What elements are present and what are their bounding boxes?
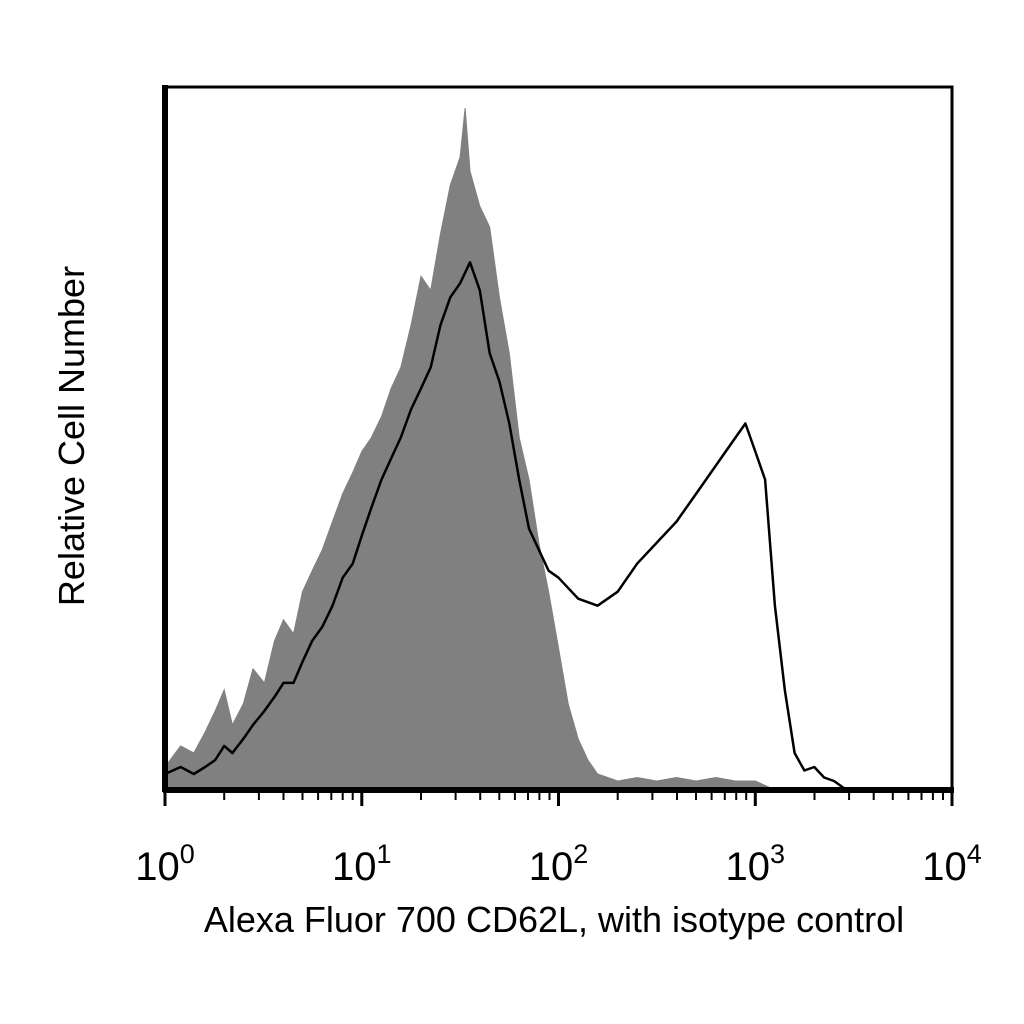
x-tick-label: 101 bbox=[332, 839, 392, 889]
plot-area bbox=[164, 107, 845, 790]
x-tick-label-exponent: 2 bbox=[573, 839, 588, 869]
isotype-control-histogram bbox=[164, 107, 772, 789]
x-tick-label: 102 bbox=[529, 839, 589, 889]
x-axis-tick-labels: 100 101 102 103 104 bbox=[135, 839, 982, 889]
x-tick-label-exponent: 4 bbox=[967, 839, 982, 869]
x-tick-label-base: 10 bbox=[332, 845, 377, 889]
x-tick-label-base: 10 bbox=[135, 845, 180, 889]
x-axis-ticks bbox=[163, 790, 954, 806]
y-axis-label: Relative Cell Number bbox=[51, 266, 92, 606]
x-tick-label-base: 10 bbox=[529, 845, 574, 889]
x-tick-label-exponent: 1 bbox=[377, 839, 392, 869]
x-tick-label: 100 bbox=[135, 839, 195, 889]
x-tick-label-exponent: 3 bbox=[770, 839, 785, 869]
x-tick-label-exponent: 0 bbox=[180, 839, 195, 869]
cd62l-histogram-line bbox=[164, 261, 845, 790]
x-tick-label-base: 10 bbox=[726, 845, 771, 889]
x-tick-label-base: 10 bbox=[922, 845, 967, 889]
x-axis-label: Alexa Fluor 700 CD62L, with isotype cont… bbox=[204, 899, 904, 940]
x-tick-label: 103 bbox=[726, 839, 786, 889]
x-tick-label: 104 bbox=[922, 839, 982, 889]
